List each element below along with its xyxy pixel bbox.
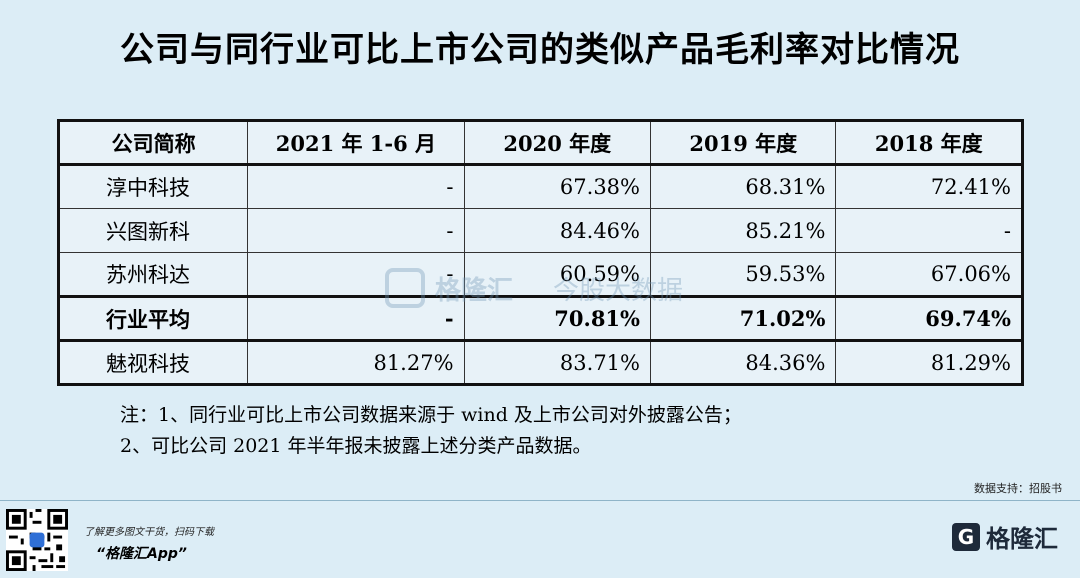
margin-value-cell: 84.46% <box>463 208 652 253</box>
notes: 注：1、同行业可比上市公司数据来源于 wind 及上市公司对外披露公告； 2、可… <box>120 400 742 462</box>
margin-value-cell: - <box>247 295 465 342</box>
note-line: 注：1、同行业可比上市公司数据来源于 wind 及上市公司对外披露公告； <box>120 404 742 426</box>
table-body: 淳中科技 -67.38% 68.31% 72.41% 兴图新科 -84.46% 85.21%… <box>57 164 1023 385</box>
table-row: 淳中科技 -67.38% 68.31% 72.41% <box>57 164 1023 209</box>
margin-value-cell: 59.53% <box>649 252 837 297</box>
chart-title: 公司与同行业可比上市公司的类似产品毛利率对比情况 <box>120 30 960 70</box>
promo-text: 了解更多图文干货，扫码下载 <box>84 527 214 538</box>
header-cell: 公司简称 <box>57 120 249 166</box>
footer: 了解更多图文干货，扫码下载 “格隆汇App” G 格隆汇 <box>0 500 1080 578</box>
margin-value-cell: 68.31% <box>649 164 837 209</box>
header-cell: 2018 年度 <box>835 120 1023 166</box>
brand-logo: G 格隆汇 <box>952 519 1058 554</box>
margin-value-cell: - <box>247 164 465 209</box>
company-name-cell: 淳中科技 <box>57 164 249 209</box>
company-name-cell: 兴图新科 <box>57 208 249 253</box>
table-row: 魅视科技 81.27% 83.71% 84.36% 81.29% <box>57 340 1023 385</box>
header-cell: 2021 年 1-6 月 <box>247 120 465 166</box>
header-cell: 2020 年度 <box>463 120 652 166</box>
margin-value-cell: 67.38% <box>463 164 652 209</box>
company-name-cell: 苏州科达 <box>57 252 249 297</box>
margin-value-cell: 72.41% <box>835 164 1023 209</box>
margin-value-cell: - <box>247 252 465 297</box>
note-line: 2、可比公司 2021 年半年报未披露上述分类产品数据。 <box>120 435 592 457</box>
margin-value-cell: 70.81% <box>463 295 652 342</box>
margin-comparison-table: 公司简称 2021 年 1-6 月 2020 年度 2019 年度 2018 年… <box>57 119 1024 386</box>
table-row: 行业平均 -70.81% 71.02% 69.74% <box>57 295 1023 342</box>
margin-value-cell: 81.27% <box>247 340 465 385</box>
margin-value-cell: - <box>835 208 1023 253</box>
header-cell: 2019 年度 <box>649 120 837 166</box>
margin-value-cell: 60.59% <box>463 252 652 297</box>
brand-name: 格隆汇 <box>986 525 1058 553</box>
margin-value-cell: 81.29% <box>835 340 1023 385</box>
margin-value-cell: 84.36% <box>649 340 837 385</box>
company-name-cell: 魅视科技 <box>57 340 249 385</box>
margin-value-cell: 67.06% <box>835 252 1023 297</box>
source-credit: 数据支持：招股书 <box>974 482 1062 495</box>
margin-value-cell: 69.74% <box>835 295 1023 342</box>
margin-value-cell: 71.02% <box>649 295 837 342</box>
table-header-row: 公司简称 2021 年 1-6 月 2020 年度 2019 年度 2018 年… <box>57 120 1023 166</box>
company-name-cell: 行业平均 <box>57 295 249 342</box>
table-row: 兴图新科 -84.46% 85.21% - <box>57 208 1023 253</box>
brand-logo-icon: G <box>952 522 980 551</box>
margin-value-cell: 85.21% <box>649 208 837 253</box>
qr-code-icon[interactable] <box>6 509 68 571</box>
app-name: “格隆汇App” <box>96 546 187 562</box>
table-row: 苏州科达 -60.59% 59.53% 67.06% <box>57 252 1023 297</box>
margin-value-cell: - <box>247 208 465 253</box>
margin-value-cell: 83.71% <box>463 340 652 385</box>
